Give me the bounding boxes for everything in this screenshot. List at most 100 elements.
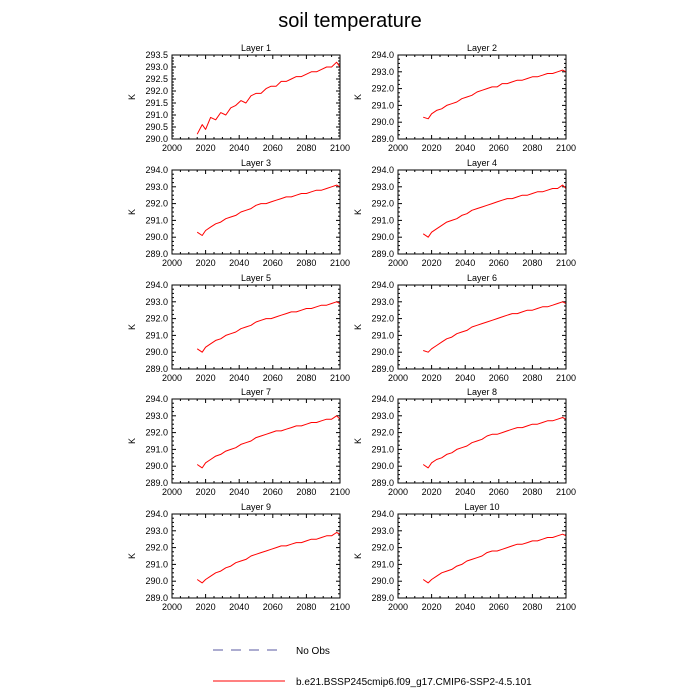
series-line — [196, 532, 341, 584]
x-tick-label: 2060 — [263, 487, 283, 497]
x-tick-label: 2020 — [422, 602, 442, 612]
x-tick-label: 2060 — [263, 258, 283, 268]
plot-frame — [397, 54, 567, 140]
y-tick-label: 292.0 — [371, 428, 394, 438]
x-tick-label: 2000 — [388, 143, 408, 153]
plot-frame — [171, 54, 341, 140]
x-tick-label: 2100 — [330, 258, 350, 268]
x-tick-label: 2100 — [556, 143, 576, 153]
y-tick-label: 290.0 — [371, 347, 394, 357]
x-tick-label: 2000 — [388, 602, 408, 612]
x-tick-label: 2000 — [388, 487, 408, 497]
x-tick-label: 2060 — [489, 373, 509, 383]
y-tick-label: 290.0 — [145, 232, 168, 242]
x-tick-label: 2040 — [229, 487, 249, 497]
y-axis: 289.0 290.0 291.0 292.0 293.0 294.0 — [371, 50, 566, 144]
x-tick-label: 2040 — [455, 373, 475, 383]
x-axis: 2000 2020 2040 2060 2080 2100 — [388, 285, 576, 383]
x-tick-label: 2100 — [556, 373, 576, 383]
y-tick-label: 290.0 — [371, 117, 394, 127]
y-tick-label: 293.0 — [145, 62, 168, 72]
panel-layer-6: Layer 6 K 2000 2020 2040 2060 2080 2100 289.0 290… — [353, 273, 576, 383]
y-tick-label: 289.0 — [145, 364, 168, 374]
x-tick-label: 2080 — [296, 143, 316, 153]
x-tick-label: 2020 — [196, 487, 216, 497]
y-tick-label: 294.0 — [145, 165, 168, 175]
y-tick-label: 290.0 — [145, 461, 168, 471]
x-tick-label: 2060 — [489, 258, 509, 268]
x-tick-label: 2020 — [196, 373, 216, 383]
x-tick-label: 2000 — [162, 258, 182, 268]
legend-obs-label: No Obs — [296, 646, 330, 657]
series-line — [422, 184, 567, 238]
y-axis: 289.0 290.0 291.0 292.0 293.0 294.0 — [145, 280, 340, 374]
x-axis: 2000 2020 2040 2060 2080 2100 — [388, 399, 576, 497]
x-axis: 2000 2020 2040 2060 2080 2100 — [388, 170, 576, 268]
y-axis: 289.0 290.0 291.0 292.0 293.0 294.0 — [371, 280, 566, 374]
panel-layer-9: Layer 9 K 2000 2020 2040 2060 2080 2100 289.0 290… — [127, 502, 350, 612]
y-tick-label: 292.0 — [371, 84, 394, 94]
panel-layer-10: Layer 10 K 2000 2020 2040 2060 2080 2100 289.0 29… — [353, 502, 576, 612]
y-tick-label: 289.0 — [371, 134, 394, 144]
panel-title: Layer 10 — [464, 502, 499, 512]
y-axis: 289.0 290.0 291.0 292.0 293.0 294.0 — [145, 509, 340, 603]
x-axis: 2000 2020 2040 2060 2080 2100 — [162, 285, 350, 383]
panel-layer-2: Layer 2 K 2000 2020 2040 2060 2080 2100 289.0 290… — [353, 43, 576, 153]
x-tick-label: 2020 — [422, 487, 442, 497]
y-tick-label: 293.0 — [145, 411, 168, 421]
x-tick-label: 2060 — [263, 373, 283, 383]
x-tick-label: 2040 — [229, 602, 249, 612]
x-tick-label: 2020 — [422, 258, 442, 268]
y-axis-label: K — [127, 438, 137, 444]
y-tick-label: 292.0 — [145, 86, 168, 96]
y-axis: 289.0 290.0 291.0 292.0 293.0 294.0 — [371, 509, 566, 603]
plot-frame — [171, 398, 341, 484]
x-tick-label: 2100 — [556, 602, 576, 612]
y-axis-label: K — [353, 438, 363, 444]
y-tick-label: 294.0 — [145, 394, 168, 404]
y-tick-label: 292.0 — [371, 199, 394, 209]
series-line — [196, 184, 341, 236]
y-tick-label: 290.0 — [145, 576, 168, 586]
legend: No Obs b.e21.BSSP245cmip6.f09_g17.CMIP6-… — [213, 646, 532, 688]
y-tick-label: 289.0 — [371, 249, 394, 259]
x-axis: 2000 2020 2040 2060 2080 2100 — [162, 514, 350, 612]
panel-title: Layer 8 — [467, 387, 497, 397]
series-line — [196, 301, 341, 353]
panel-title: Layer 6 — [467, 273, 497, 283]
x-tick-label: 2000 — [388, 258, 408, 268]
y-tick-label: 291.0 — [371, 559, 394, 569]
y-tick-label: 290.0 — [371, 232, 394, 242]
x-tick-label: 2040 — [455, 143, 475, 153]
x-tick-label: 2080 — [296, 258, 316, 268]
y-tick-label: 294.0 — [371, 509, 394, 519]
y-tick-label: 290.0 — [145, 347, 168, 357]
y-tick-label: 291.0 — [145, 330, 168, 340]
panel-title: Layer 9 — [241, 502, 271, 512]
x-tick-label: 2080 — [522, 143, 542, 153]
x-tick-label: 2060 — [489, 143, 509, 153]
plot-frame — [397, 169, 567, 255]
y-tick-label: 291.0 — [145, 444, 168, 454]
series-line — [196, 61, 341, 135]
y-tick-label: 294.0 — [371, 50, 394, 60]
y-axis-label: K — [353, 324, 363, 330]
y-axis: 290.0 290.5 291.0 291.5 292.0 292.5 293.0 293.5 — [145, 50, 340, 144]
x-tick-label: 2040 — [229, 258, 249, 268]
x-axis: 2000 2020 2040 2060 2080 2100 — [388, 55, 576, 153]
panel-title: Layer 4 — [467, 158, 497, 168]
y-tick-label: 292.0 — [145, 314, 168, 324]
x-tick-label: 2080 — [296, 373, 316, 383]
y-axis: 289.0 290.0 291.0 292.0 293.0 294.0 — [371, 394, 566, 488]
x-tick-label: 2100 — [330, 143, 350, 153]
x-axis: 2000 2020 2040 2060 2080 2100 — [388, 514, 576, 612]
panel-title: Layer 2 — [467, 43, 497, 53]
panel-title: Layer 7 — [241, 387, 271, 397]
series-line — [422, 533, 567, 584]
y-tick-label: 290.0 — [145, 134, 168, 144]
y-axis: 289.0 290.0 291.0 292.0 293.0 294.0 — [145, 394, 340, 488]
panel-title: Layer 1 — [241, 43, 271, 53]
y-tick-label: 294.0 — [145, 509, 168, 519]
